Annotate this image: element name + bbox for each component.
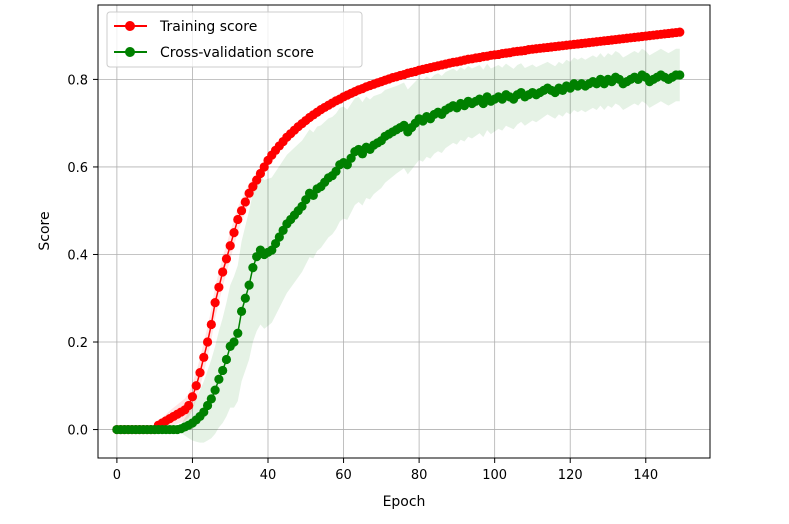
data-point-1 xyxy=(244,280,254,290)
data-point-0 xyxy=(218,267,228,277)
data-point-1 xyxy=(675,70,685,80)
data-point-0 xyxy=(187,392,198,402)
data-point-0 xyxy=(206,319,216,330)
y-tick-label: 0.4 xyxy=(67,248,88,263)
data-point-0 xyxy=(191,381,201,391)
data-point-1 xyxy=(248,263,258,273)
x-tick-label: 100 xyxy=(482,468,507,483)
x-tick-label: 80 xyxy=(411,468,428,483)
legend-marker-validation xyxy=(125,47,135,57)
data-point-0 xyxy=(214,282,224,292)
data-point-0 xyxy=(199,352,209,362)
data-point-1 xyxy=(236,306,247,316)
data-point-1 xyxy=(206,394,216,404)
data-point-0 xyxy=(675,27,685,37)
data-point-1 xyxy=(218,365,228,376)
legend-box xyxy=(106,11,363,68)
data-point-0 xyxy=(229,227,239,238)
plot-frame xyxy=(97,4,711,459)
y-tick-label: 0.6 xyxy=(67,161,88,176)
data-point-0 xyxy=(184,400,194,411)
data-point-1 xyxy=(221,354,232,365)
data-point-0 xyxy=(240,197,250,207)
data-point-0 xyxy=(221,254,232,264)
x-tick-label: 40 xyxy=(260,468,277,483)
data-point-0 xyxy=(210,298,220,308)
x-tick-label: 120 xyxy=(558,468,583,483)
data-point-0 xyxy=(236,206,247,216)
y-tick-label: 0.2 xyxy=(67,336,88,351)
x-axis-label: Epoch xyxy=(383,494,426,510)
legend-marker-training xyxy=(125,21,135,31)
data-point-0 xyxy=(202,337,213,347)
data-point-0 xyxy=(225,241,235,251)
data-point-0 xyxy=(195,368,205,378)
y-tick-label: 0.0 xyxy=(67,424,88,439)
data-point-1 xyxy=(229,337,239,347)
x-tick-label: 60 xyxy=(335,468,352,483)
axis-ticks: 0 20 40 60 80 100 120 140 0.0 0.2 0.4 0.6 0.8 xyxy=(67,73,658,483)
data-point-1 xyxy=(214,374,224,384)
legend-label-validation: Cross-validation score xyxy=(160,45,314,61)
y-tick-label: 0.8 xyxy=(67,73,88,88)
series-lines xyxy=(112,27,685,435)
data-point-1 xyxy=(233,328,243,338)
data-point-1 xyxy=(210,385,220,395)
x-tick-label: 20 xyxy=(184,468,201,483)
y-axis-label: Score xyxy=(37,211,53,250)
legend: Training score Cross-validation score xyxy=(106,11,363,68)
data-point-1 xyxy=(240,293,250,303)
legend-label-training: Training score xyxy=(159,19,257,35)
data-point-0 xyxy=(233,214,243,225)
x-tick-label: 0 xyxy=(113,468,121,483)
x-tick-label: 140 xyxy=(633,468,658,483)
